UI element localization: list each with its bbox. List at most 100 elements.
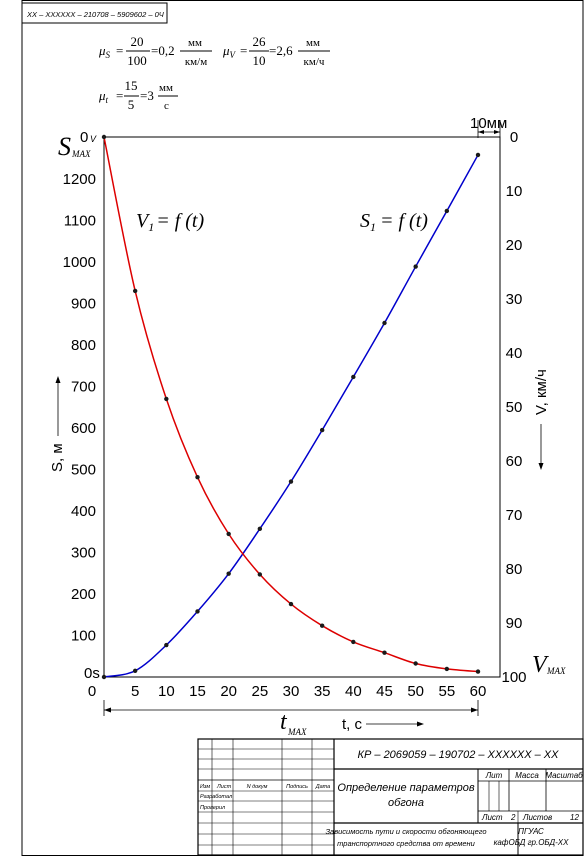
svg-text:км/ч: км/ч	[304, 56, 325, 68]
svg-text:=: =	[240, 43, 247, 58]
doc-subtitle-2: транспортного средства от времени	[337, 839, 476, 848]
ten-mm-arrow-left	[478, 130, 484, 134]
svg-text:5: 5	[128, 97, 135, 112]
svg-text:20: 20	[131, 34, 144, 49]
distance-point	[413, 264, 418, 269]
distance-point	[132, 668, 138, 673]
left-tick-label: 200	[71, 586, 96, 603]
left-tick-label: 1100	[64, 213, 96, 230]
distance-point	[164, 642, 169, 648]
right-axis-label: V, км/ч	[533, 369, 550, 415]
corner-code-box	[21, 2, 168, 24]
speed-point	[101, 134, 107, 140]
svg-text:S1= f (t): S1 = f (t)	[360, 210, 428, 234]
stamp-list: Лист	[481, 813, 503, 822]
title-block	[197, 738, 584, 856]
x-tick-label: 60	[470, 683, 487, 700]
svg-text:мм: мм	[306, 37, 320, 49]
svg-text:0: 0	[80, 129, 88, 146]
s-max-label: S MAX	[58, 132, 91, 161]
svg-text:=: =	[116, 43, 123, 58]
zero-v-label: 0 V	[80, 129, 97, 146]
svg-text:=2,6: =2,6	[269, 43, 293, 58]
stamp-n-dokum: N докум	[247, 784, 268, 790]
x-tick-label: 5	[131, 683, 139, 700]
svg-text:μS: μS	[98, 43, 111, 60]
distance-point	[226, 571, 231, 576]
left-tick-label: 900	[71, 296, 96, 313]
distance-point	[382, 320, 387, 326]
speed-point	[475, 669, 481, 674]
svg-text:t: t	[280, 709, 288, 735]
scale-mu-t: μt = 15 5 =3 мм с	[98, 78, 178, 112]
stamp-listov-no: 12	[570, 813, 579, 822]
svg-text:V: V	[532, 652, 549, 678]
scale-mu-v: μV = 26 10 =2,6 мм км/ч	[222, 34, 330, 68]
svg-text:15: 15	[125, 78, 138, 93]
distance-point	[101, 674, 107, 680]
svg-text:=: =	[116, 88, 123, 103]
ten-mm-label: 10мм	[470, 115, 507, 132]
right-tick-label: 20	[506, 237, 523, 254]
x-tick-label: 10	[158, 683, 175, 700]
chart-curves	[101, 134, 481, 680]
left-tick-label: 400	[71, 503, 96, 520]
stamp-data: Дата	[315, 784, 331, 790]
svg-text:μt: μt	[98, 88, 109, 105]
distance-point	[444, 208, 450, 214]
stamp-proveril: Проверил	[200, 805, 225, 811]
stamp-org-1: ПГУАС	[518, 827, 544, 836]
doc-title-2: обгона	[388, 797, 424, 809]
title-block-text: КР – 2069059 – 190702 – ХХХХХХ – ХХ Опре…	[200, 749, 583, 848]
left-tick-label: 100	[71, 628, 96, 645]
series-label-s: S1 = f (t)	[360, 210, 428, 234]
svg-text:с: с	[164, 100, 169, 112]
x-tick-label: 15	[189, 683, 206, 700]
stamp-lit: Лит	[485, 771, 503, 780]
stamp-masshtab: Масштаб	[545, 771, 583, 780]
left-tick-label: 800	[71, 337, 96, 354]
svg-text:26: 26	[253, 34, 267, 49]
ten-mm-arrow-right	[494, 130, 500, 134]
doc-subtitle-1: Зависимость пути и скорости обгоняющего	[325, 827, 486, 836]
x-tick-label: 30	[283, 683, 300, 700]
t-max-arrow-left	[104, 707, 111, 713]
x-tick-label: 20	[220, 683, 237, 700]
t-max-arrow-right	[471, 707, 478, 713]
left-tick-label: 1000	[63, 254, 96, 271]
doc-title-1: Определение параметров	[337, 782, 474, 794]
right-tick-label: 40	[506, 345, 523, 362]
doc-code: КР – 2069059 – 190702 – ХХХХХХ – ХХ	[358, 749, 560, 761]
svg-text:мм: мм	[188, 37, 202, 49]
speed-point	[351, 639, 356, 645]
zero-s-label: 0s	[84, 665, 100, 682]
t-max-label: t MAX	[280, 709, 307, 737]
x-tick-label: 45	[376, 683, 393, 700]
corner-code: ХХ – ХХХХХХ – 210708 – 5909602 – 0Ч	[26, 10, 165, 19]
right-tick-label: 60	[506, 453, 523, 470]
speed-point	[195, 475, 200, 480]
distance-point	[195, 609, 200, 614]
right-tick-label: 0	[510, 129, 518, 146]
right-tick-label: 90	[506, 615, 523, 632]
speed-point	[413, 661, 418, 666]
distance-point	[319, 427, 325, 433]
speed-point	[164, 396, 169, 402]
speed-point	[444, 666, 450, 672]
distance-point	[257, 526, 263, 532]
svg-text:MAX: MAX	[71, 149, 91, 159]
svg-text:10: 10	[253, 53, 266, 68]
stamp-list-no: 2	[510, 813, 516, 822]
svg-text:MAX: MAX	[546, 666, 566, 676]
left-axis-label: S, м	[49, 443, 66, 472]
speed-point	[288, 601, 294, 607]
svg-text:μV: μV	[222, 43, 237, 60]
svg-text:V: V	[90, 134, 97, 144]
x-tick-label: 55	[438, 683, 455, 700]
right-tick-label: 70	[506, 507, 523, 524]
v-max-label: V MAX	[532, 652, 566, 678]
stamp-list-col: Лист	[216, 784, 232, 790]
svg-text:S: S	[58, 132, 71, 161]
x-axis-label: t, с	[342, 716, 363, 733]
